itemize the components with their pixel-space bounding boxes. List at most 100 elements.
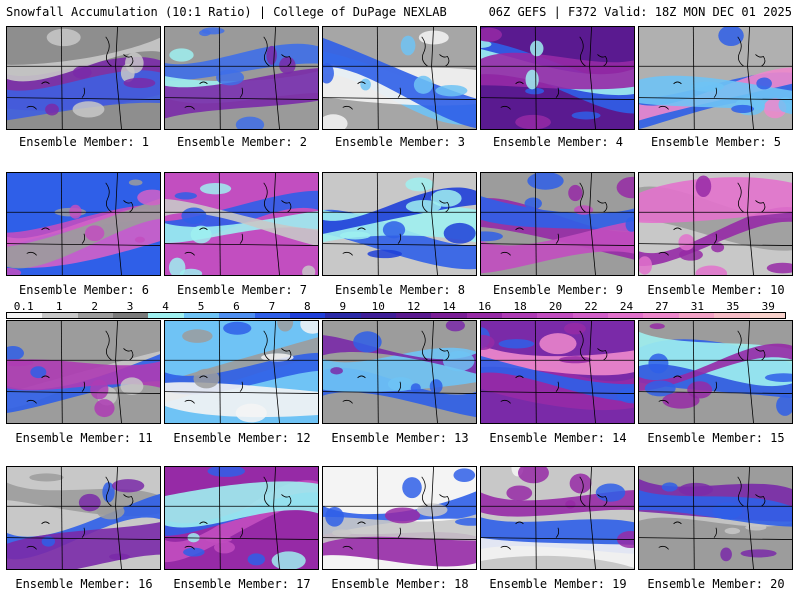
snowfall-map <box>481 27 634 129</box>
ensemble-member-map <box>164 26 319 130</box>
ensemble-member-map <box>480 172 635 276</box>
color-scale-label: 16 <box>478 300 492 313</box>
color-scale-label: 24 <box>619 300 634 313</box>
color-scale-label: 10 <box>371 300 385 313</box>
ensemble-member-map <box>638 466 793 570</box>
ensemble-member-label: Ensemble Member: 7 <box>176 283 308 297</box>
ensemble-member-map <box>6 26 161 130</box>
product-title: Snowfall Accumulation (10:1 Ratio) | Col… <box>6 5 447 19</box>
snowfall-map <box>481 173 634 275</box>
ensemble-member-label: Ensemble Member: 18 <box>331 577 469 591</box>
ensemble-member-map <box>164 172 319 276</box>
color-scale-swatch <box>77 313 114 318</box>
ensemble-member-label: Ensemble Member: 17 <box>173 577 311 591</box>
snowfall-map <box>323 467 476 569</box>
ensemble-member-map <box>164 466 319 570</box>
snowfall-map <box>639 173 792 275</box>
color-scale-swatch <box>148 313 184 318</box>
ensemble-member-map <box>480 26 635 130</box>
color-scale-label: 35 <box>726 300 740 313</box>
color-scale-swatch <box>608 313 644 318</box>
color-scale-swatch <box>183 313 220 318</box>
snowfall-map <box>481 467 634 569</box>
color-scale-boxes <box>6 312 786 319</box>
ensemble-member-map <box>322 466 477 570</box>
color-scale-swatch <box>502 313 538 318</box>
snowfall-map <box>7 173 160 275</box>
snowfall-map <box>639 321 792 423</box>
color-scale-label: 22 <box>584 300 598 313</box>
color-scale-swatch <box>572 313 609 318</box>
snowfall-map <box>323 27 476 129</box>
color-scale-label: 31 <box>690 300 704 313</box>
color-scale-swatch <box>289 313 326 318</box>
color-scale: 0.1 1 2 3 4 5 6 7 8 9 10 12 14 16 18 20 22 24 27 31 35 39 <box>6 300 786 319</box>
color-scale-swatch <box>7 313 43 318</box>
ensemble-member-map <box>6 172 161 276</box>
snowfall-map <box>165 467 318 569</box>
snowfall-map <box>165 27 318 129</box>
snowfall-map <box>7 27 160 129</box>
ensemble-member-label: Ensemble Member: 6 <box>18 283 150 297</box>
color-scale-label: 4 <box>162 300 169 313</box>
snowfall-map <box>323 321 476 423</box>
ensemble-member-map <box>6 320 161 424</box>
color-scale-label: 1 <box>55 300 63 313</box>
ensemble-member-label: Ensemble Member: 20 <box>647 577 785 591</box>
color-scale-swatch <box>360 313 396 318</box>
color-scale-label: 6 <box>233 300 240 313</box>
ensemble-member-label: Ensemble Member: 3 <box>334 135 466 149</box>
snowfall-map <box>7 321 160 423</box>
ensemble-member-map <box>322 320 477 424</box>
ensemble-member-label: Ensemble Member: 8 <box>334 283 466 297</box>
ensemble-member-label: Ensemble Member: 2 <box>176 135 308 149</box>
color-scale-label: 12 <box>407 300 421 313</box>
ensemble-member-label: Ensemble Member: 1 <box>18 135 150 149</box>
ensemble-member-label: Ensemble Member: 4 <box>492 135 624 149</box>
ensemble-member-map <box>638 26 793 130</box>
color-scale-label: 9 <box>339 300 347 313</box>
ensemble-member-label: Ensemble Member: 5 <box>650 135 782 149</box>
color-scale-swatch <box>42 313 78 318</box>
snowfall-map <box>639 467 792 569</box>
color-scale-swatch <box>325 313 361 318</box>
color-scale-labels: 0.1 1 2 3 4 5 6 7 8 9 10 12 14 16 18 20 22 24 27 31 35 39 <box>6 300 786 313</box>
color-scale-label: 3 <box>126 300 134 313</box>
color-scale-swatch <box>254 313 290 318</box>
ensemble-member-map <box>6 466 161 570</box>
snowfall-map <box>7 467 160 569</box>
ensemble-member-map <box>322 172 477 276</box>
ensemble-member-label: Ensemble Member: 9 <box>492 283 624 297</box>
color-scale-swatch <box>678 313 715 318</box>
color-scale-swatch <box>219 313 255 318</box>
ensemble-member-label: Ensemble Member: 13 <box>331 431 469 445</box>
ensemble-member-label: Ensemble Member: 12 <box>173 431 311 445</box>
ensemble-member-map <box>480 320 635 424</box>
color-scale-label: 7 <box>268 300 276 313</box>
ensemble-member-label: Ensemble Member: 14 <box>489 431 627 445</box>
ensemble-member-label: Ensemble Member: 10 <box>647 283 785 297</box>
ensemble-member-map <box>480 466 635 570</box>
snowfall-map <box>323 173 476 275</box>
color-scale-swatch <box>466 313 503 318</box>
color-scale-label: 2 <box>91 300 98 313</box>
ensemble-member-map <box>638 172 793 276</box>
color-scale-swatch <box>714 313 750 318</box>
color-scale-label: 18 <box>513 300 527 313</box>
color-scale-swatch <box>431 313 467 318</box>
snowfall-map <box>639 27 792 129</box>
snowfall-map <box>481 321 634 423</box>
ensemble-member-map <box>638 320 793 424</box>
color-scale-swatch <box>537 313 573 318</box>
snowfall-map <box>165 173 318 275</box>
ensemble-member-label: Ensemble Member: 11 <box>15 431 153 445</box>
color-scale-label: 8 <box>304 300 311 313</box>
ensemble-member-label: Ensemble Member: 15 <box>647 431 785 445</box>
ensemble-member-label: Ensemble Member: 19 <box>489 577 627 591</box>
color-scale-label: 39 <box>761 300 775 313</box>
color-scale-swatch <box>643 313 679 318</box>
color-scale-swatch <box>749 313 785 318</box>
header: Snowfall Accumulation (10:1 Ratio) | Col… <box>0 0 800 24</box>
valid-time: 06Z GEFS | F372 Valid: 18Z MON DEC 01 20… <box>488 5 792 19</box>
ensemble-member-map <box>164 320 319 424</box>
